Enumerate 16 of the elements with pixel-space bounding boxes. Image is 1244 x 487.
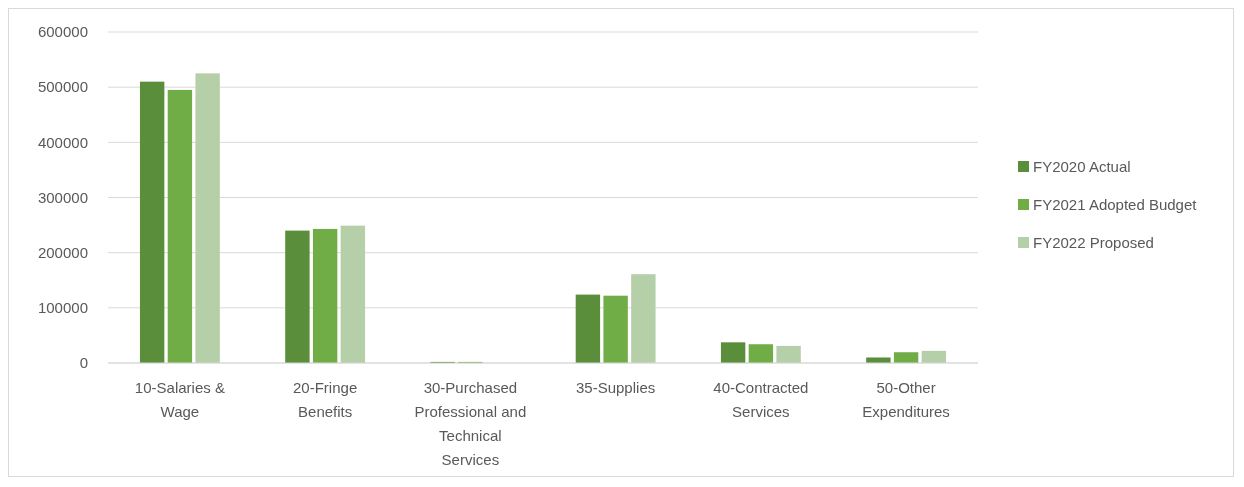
x-tick-label: 30-Purchased Professional and Technical Services <box>414 379 527 468</box>
x-tick-label: 10-Salaries & Wage <box>134 379 225 420</box>
y-tick-label: 100000 <box>37 299 88 317</box>
x-tick-label: 35-Supplies <box>576 379 656 396</box>
x-tick-label: 20-Fringe Benefits <box>293 379 358 420</box>
x-tick-label: 50-Other Expenditures <box>862 379 950 420</box>
legend-label: FY2022 Proposed <box>1033 234 1154 252</box>
x-tick-label: 40-Contracted Services <box>713 379 809 420</box>
y-tick-label: 200000 <box>37 243 88 261</box>
y-tick-label: 0 <box>79 354 88 372</box>
y-tick-label: 300000 <box>37 188 88 206</box>
y-tick-label: 500000 <box>37 78 88 96</box>
legend-label: FY2021 Adopted Budget <box>1033 196 1198 214</box>
y-tick-label: 400000 <box>37 133 88 151</box>
legend-label: FY2020 Actual <box>1033 158 1131 176</box>
y-tick-label: 600000 <box>37 23 88 41</box>
